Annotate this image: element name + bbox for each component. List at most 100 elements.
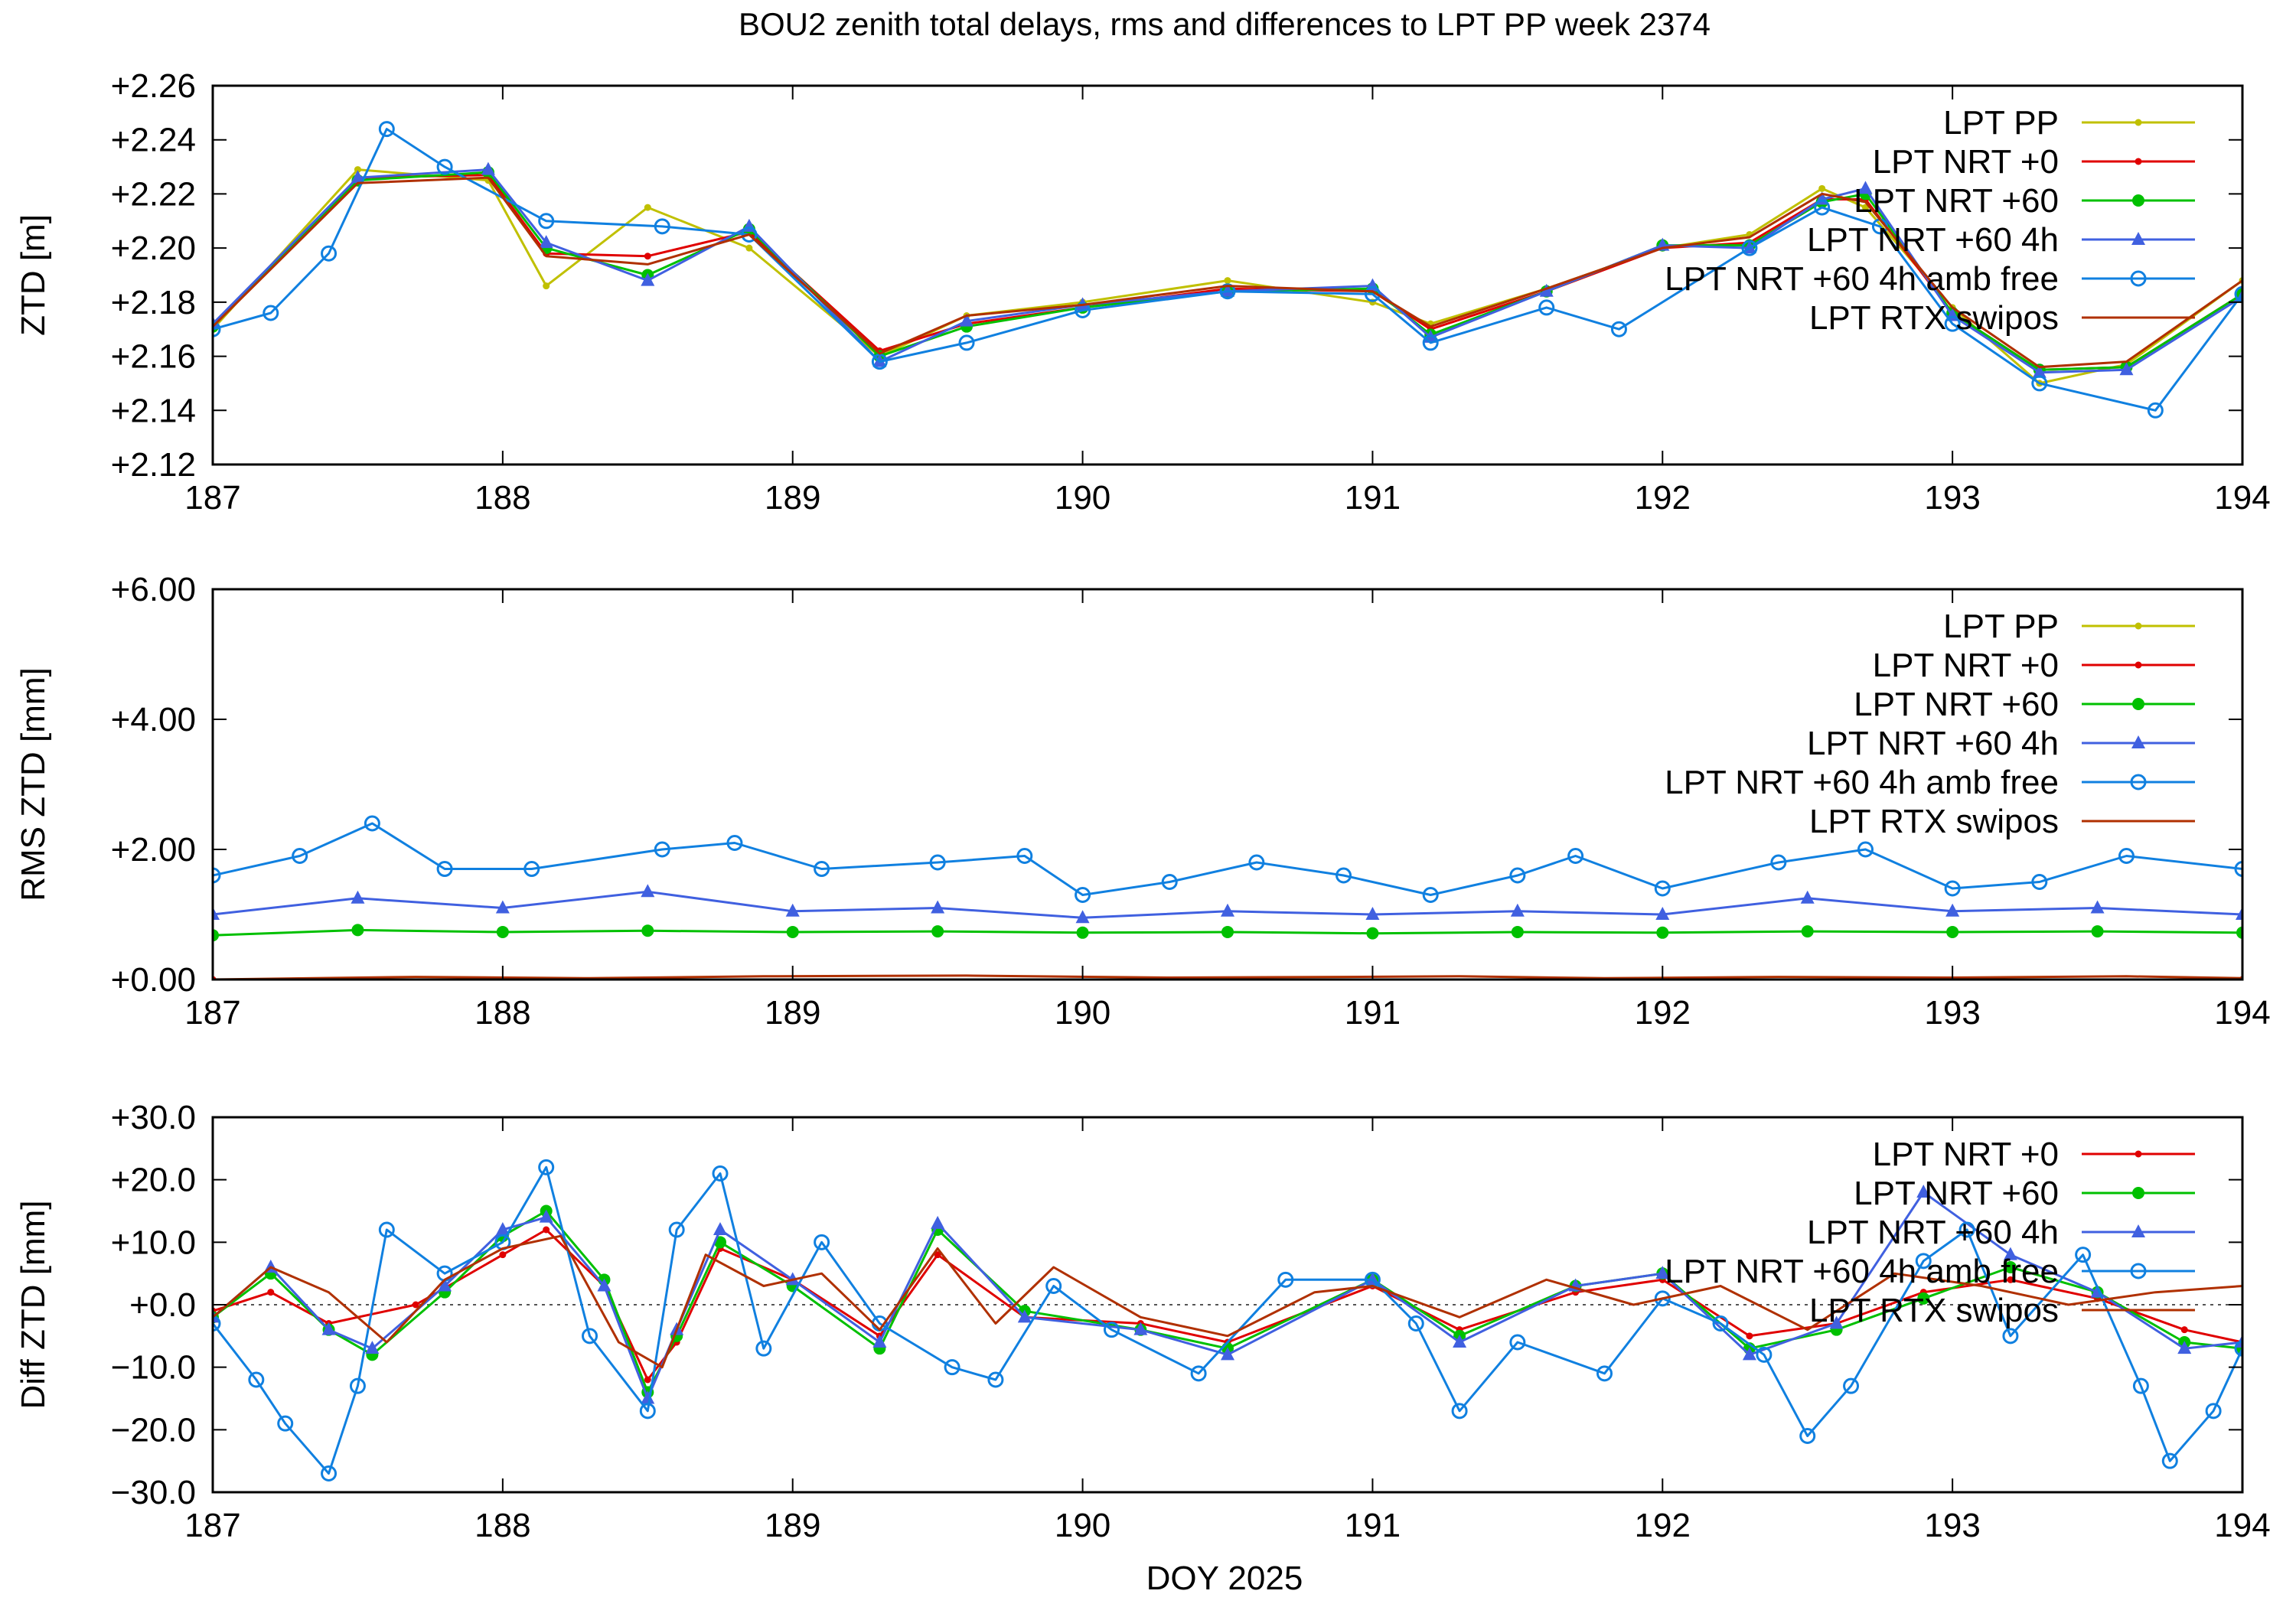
y-tick-label: +2.20 — [111, 230, 196, 267]
y-tick-label: +2.18 — [111, 284, 196, 321]
legend-marker — [2135, 119, 2142, 126]
series-4-point — [277, 1415, 294, 1432]
series-4-point — [987, 1371, 1004, 1388]
legend-label: LPT PP — [1943, 608, 2059, 645]
series-4-point — [1539, 283, 1554, 297]
series-1-point — [354, 166, 361, 174]
series-4-point — [1712, 1315, 1729, 1332]
series-3-point — [713, 1222, 727, 1235]
series-4-point — [1510, 903, 1525, 917]
legend-label: LPT NRT +0 — [1873, 143, 2059, 181]
y-tick-label: +10.0 — [111, 1224, 196, 1261]
series-4-point — [1596, 1365, 1613, 1382]
x-tick-label: 190 — [1055, 479, 1110, 517]
series-5-point — [1364, 285, 1381, 302]
x-tick-label: 193 — [1924, 479, 1980, 517]
x-tick-label: 191 — [1345, 994, 1401, 1032]
legend-label: LPT NRT +60 — [1854, 686, 2059, 723]
series-4-point — [1858, 181, 1873, 194]
series-4-point — [1655, 907, 1670, 920]
x-tick-label: 192 — [1635, 994, 1691, 1032]
legend-marker — [2131, 1224, 2145, 1237]
series-5-point — [1509, 867, 1526, 884]
series-5-point — [1944, 880, 1961, 897]
y-tick-label: +0.00 — [111, 961, 196, 999]
plot-area — [213, 1159, 2242, 1482]
series-4-point — [1654, 1290, 1671, 1307]
legend-marker — [2130, 1263, 2147, 1279]
legend-label: LPT RTX swipos — [1809, 1292, 2059, 1329]
series-5-point — [321, 245, 338, 262]
plot-area — [213, 121, 2242, 419]
series-3-point — [321, 1322, 336, 1335]
series-4-point — [378, 1221, 395, 1238]
series-5-point — [871, 354, 888, 370]
series-4-point — [1221, 903, 1234, 917]
x-tick-label: 188 — [475, 1507, 530, 1544]
series-5-point — [1422, 887, 1439, 903]
series-4-point — [2119, 362, 2134, 376]
series-5-point — [378, 121, 395, 138]
series-5-point — [814, 861, 830, 877]
series-5-point — [2118, 848, 2135, 864]
chart-panel-1: 187 188 189 190 191 192 193 194 +2.12 +2.14 +2.16 +… — [15, 67, 2271, 517]
series-4-point — [755, 1340, 772, 1357]
series-4-point — [1277, 1271, 1294, 1288]
series-2-point — [644, 253, 651, 260]
series-4-point — [1190, 1365, 1207, 1382]
series-4-point — [495, 900, 510, 914]
series-3-point — [786, 925, 799, 938]
series-5-point — [1422, 334, 1439, 351]
series-4-point — [1800, 890, 1815, 904]
chart-panel-3: 187 188 189 190 191 192 193 194 −30.0 −20.0 −10.0 +… — [15, 1099, 2271, 1544]
y-tick-label: +2.16 — [111, 338, 196, 376]
series-1-point — [499, 1251, 507, 1259]
series-5-point — [1538, 299, 1555, 316]
plot-frame — [211, 84, 2244, 466]
series-4-point — [1756, 1346, 1773, 1363]
series-5-point — [263, 305, 279, 321]
series-4-point — [349, 1377, 366, 1394]
series-3-point — [438, 1278, 452, 1292]
figure-title: BOU2 zenith total delays, rms and differ… — [739, 6, 1711, 42]
x-tick-label: 190 — [1055, 1507, 1110, 1544]
y-axis-label: RMS ZTD [mm] — [15, 667, 52, 901]
x-tick-label: 187 — [184, 994, 240, 1032]
series-4-point — [668, 1221, 685, 1238]
series-3-point — [539, 1209, 553, 1223]
series-5-point — [1814, 199, 1831, 216]
series-1-point — [745, 244, 753, 252]
series-3-point — [496, 925, 509, 938]
series-4-point — [351, 890, 365, 904]
y-tick-label: +20.0 — [111, 1162, 196, 1199]
series-5-point — [1248, 854, 1265, 871]
series-1-point — [412, 1301, 419, 1309]
series-line-5 — [213, 128, 2242, 412]
y-tick-label: −30.0 — [111, 1474, 196, 1511]
series-1-point — [1818, 184, 1826, 192]
series-5-point — [2234, 861, 2242, 877]
legend-label: LPT NRT +60 4h amb free — [1665, 260, 2059, 298]
legend-label: LPT NRT +60 4h — [1807, 725, 2059, 762]
series-line-5 — [213, 1234, 2242, 1369]
series-3-point — [641, 924, 654, 937]
series-1-point — [934, 1251, 941, 1259]
series-3-point — [1076, 926, 1089, 939]
series-3-point — [2091, 925, 2104, 938]
series-3-point — [1221, 1347, 1234, 1361]
plot-area — [213, 815, 2242, 980]
series-5-point — [523, 861, 540, 877]
series-4-point — [481, 161, 495, 175]
series-5-point — [292, 848, 308, 864]
series-5-point — [538, 213, 555, 230]
series-3-point — [931, 1215, 945, 1229]
series-4-point — [321, 1465, 338, 1482]
series-4-point — [213, 1315, 221, 1332]
series-3-point — [1655, 1266, 1670, 1279]
series-3-point — [1366, 927, 1379, 940]
series-4-point — [1843, 1377, 1860, 1394]
legend-label: LPT NRT +60 4h — [1807, 1214, 2059, 1251]
x-tick-label: 191 — [1345, 479, 1401, 517]
x-tick-label: 189 — [765, 1507, 820, 1544]
